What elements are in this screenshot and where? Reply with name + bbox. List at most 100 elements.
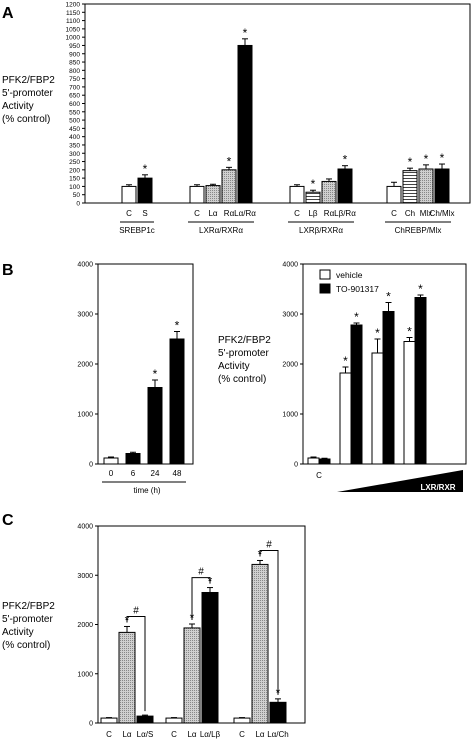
bar — [183, 627, 201, 724]
category-label: C — [294, 209, 300, 218]
y-tick-label: 1100 — [66, 18, 80, 25]
significance-mark: * — [408, 155, 413, 169]
category-label: C — [239, 730, 245, 739]
category-label: Lα — [255, 730, 264, 739]
legend-label: TO-901317 — [336, 284, 379, 294]
bar — [121, 185, 137, 204]
control-label: C — [316, 471, 322, 480]
bar — [100, 717, 118, 724]
bar — [418, 168, 434, 204]
bar — [233, 717, 251, 724]
significance-mark: * — [354, 310, 359, 324]
svg-text:5'-promoter: 5'-promoter — [218, 348, 269, 359]
group-label: LXRα/RXRα — [199, 226, 243, 235]
category-label: Lβ/Rα — [334, 209, 356, 218]
category-label: Lα/Lβ — [200, 730, 221, 739]
panel-label-c: C — [2, 512, 14, 529]
category-label: Rα — [324, 209, 335, 218]
significance-mark: * — [418, 282, 423, 296]
bar — [403, 341, 416, 465]
y-tick-label: 50 — [73, 192, 81, 199]
y-tick-label: 250 — [69, 159, 80, 166]
hash-mark: # — [266, 539, 272, 550]
significance-mark: * — [343, 153, 348, 167]
svg-text:Activity: Activity — [2, 101, 34, 112]
bar — [269, 701, 287, 724]
category-label: Mlx — [420, 209, 432, 218]
y-axis-label-c: PFK2/FBP2 5'-promoter Activity (% contro… — [2, 601, 55, 651]
y-tick-label: 1000 — [77, 671, 93, 678]
y-tick-label: 150 — [69, 176, 80, 183]
svg-text:(% control): (% control) — [2, 640, 50, 651]
bar — [205, 185, 221, 204]
category-label: C — [391, 209, 397, 218]
significance-mark: * — [311, 177, 316, 191]
svg-text:PFK2/FBP2: PFK2/FBP2 — [2, 75, 55, 86]
bar — [382, 311, 395, 465]
svg-text:Activity: Activity — [218, 361, 250, 372]
y-tick-label: 1000 — [66, 35, 81, 42]
bar — [221, 169, 237, 204]
y-tick-label: 1200 — [66, 2, 81, 9]
significance-mark: * — [153, 367, 158, 381]
y-tick-label: 0 — [76, 201, 80, 208]
group-label: SREBP1c — [119, 226, 155, 235]
significance-mark: * — [227, 154, 232, 168]
y-tick-label: 2000 — [282, 362, 298, 369]
category-label: C — [194, 209, 200, 218]
bar — [237, 44, 253, 204]
group-label: ChREBP/Mlx — [395, 226, 442, 235]
dose-gradient-wedge — [337, 470, 463, 492]
hash-mark: # — [198, 567, 204, 578]
bar — [386, 185, 402, 204]
bar — [321, 180, 337, 204]
bar — [136, 715, 154, 724]
legend-swatch — [319, 283, 331, 294]
comparison-bracket — [191, 577, 211, 621]
y-tick-label: 1150 — [66, 10, 80, 17]
y-tick-label: 950 — [69, 43, 80, 50]
significance-mark: * — [440, 151, 445, 165]
comparison-bracket — [126, 615, 146, 712]
x-axis-label: time (h) — [133, 486, 160, 495]
category-label: Lα/Ch — [267, 730, 289, 739]
y-tick-label: 2000 — [77, 622, 93, 629]
y-tick-label: 850 — [69, 60, 80, 67]
svg-text:Activity: Activity — [2, 627, 34, 638]
bar — [189, 185, 205, 204]
y-tick-label: 0 — [89, 462, 93, 469]
time-tick-label: 0 — [109, 469, 114, 478]
y-tick-label: 500 — [69, 118, 80, 125]
bar — [434, 168, 450, 204]
y-tick-label: 450 — [69, 126, 80, 133]
y-axis-label-b: PFK2/FBP2 5'-promoter Activity (% contro… — [218, 335, 271, 385]
panel-label-b: B — [2, 262, 14, 279]
svg-text:5'-promoter: 5'-promoter — [2, 88, 53, 99]
y-tick-label: 350 — [69, 142, 80, 149]
y-tick-label: 1050 — [66, 26, 81, 33]
y-tick-label: 1000 — [282, 412, 298, 419]
category-label: Lβ — [308, 209, 317, 218]
y-tick-label: 200 — [69, 167, 80, 174]
chart-panel-b-time: 0 1000 2000 3000 4000 0 6 * 24 * 48 time (h) — [77, 262, 194, 495]
time-tick-label: 48 — [173, 469, 182, 478]
y-tick-label: 550 — [69, 109, 80, 116]
svg-text:PFK2/FBP2: PFK2/FBP2 — [218, 335, 271, 346]
category-label: Lα — [187, 730, 196, 739]
y-tick-label: 650 — [69, 93, 80, 100]
y-tick-label: 4000 — [77, 524, 93, 531]
category-label: C — [106, 730, 112, 739]
bar — [103, 457, 119, 465]
legend-label: vehicle — [336, 270, 363, 280]
gradient-label: LXR/RXR — [420, 483, 455, 492]
y-tick-label: 0 — [294, 462, 298, 469]
bar — [414, 297, 427, 465]
time-tick-label: 24 — [151, 469, 160, 478]
bar — [165, 717, 183, 724]
category-label: Rα — [224, 209, 235, 218]
category-label: Ch — [405, 209, 415, 218]
bar — [289, 185, 305, 204]
hash-mark: # — [133, 605, 139, 616]
